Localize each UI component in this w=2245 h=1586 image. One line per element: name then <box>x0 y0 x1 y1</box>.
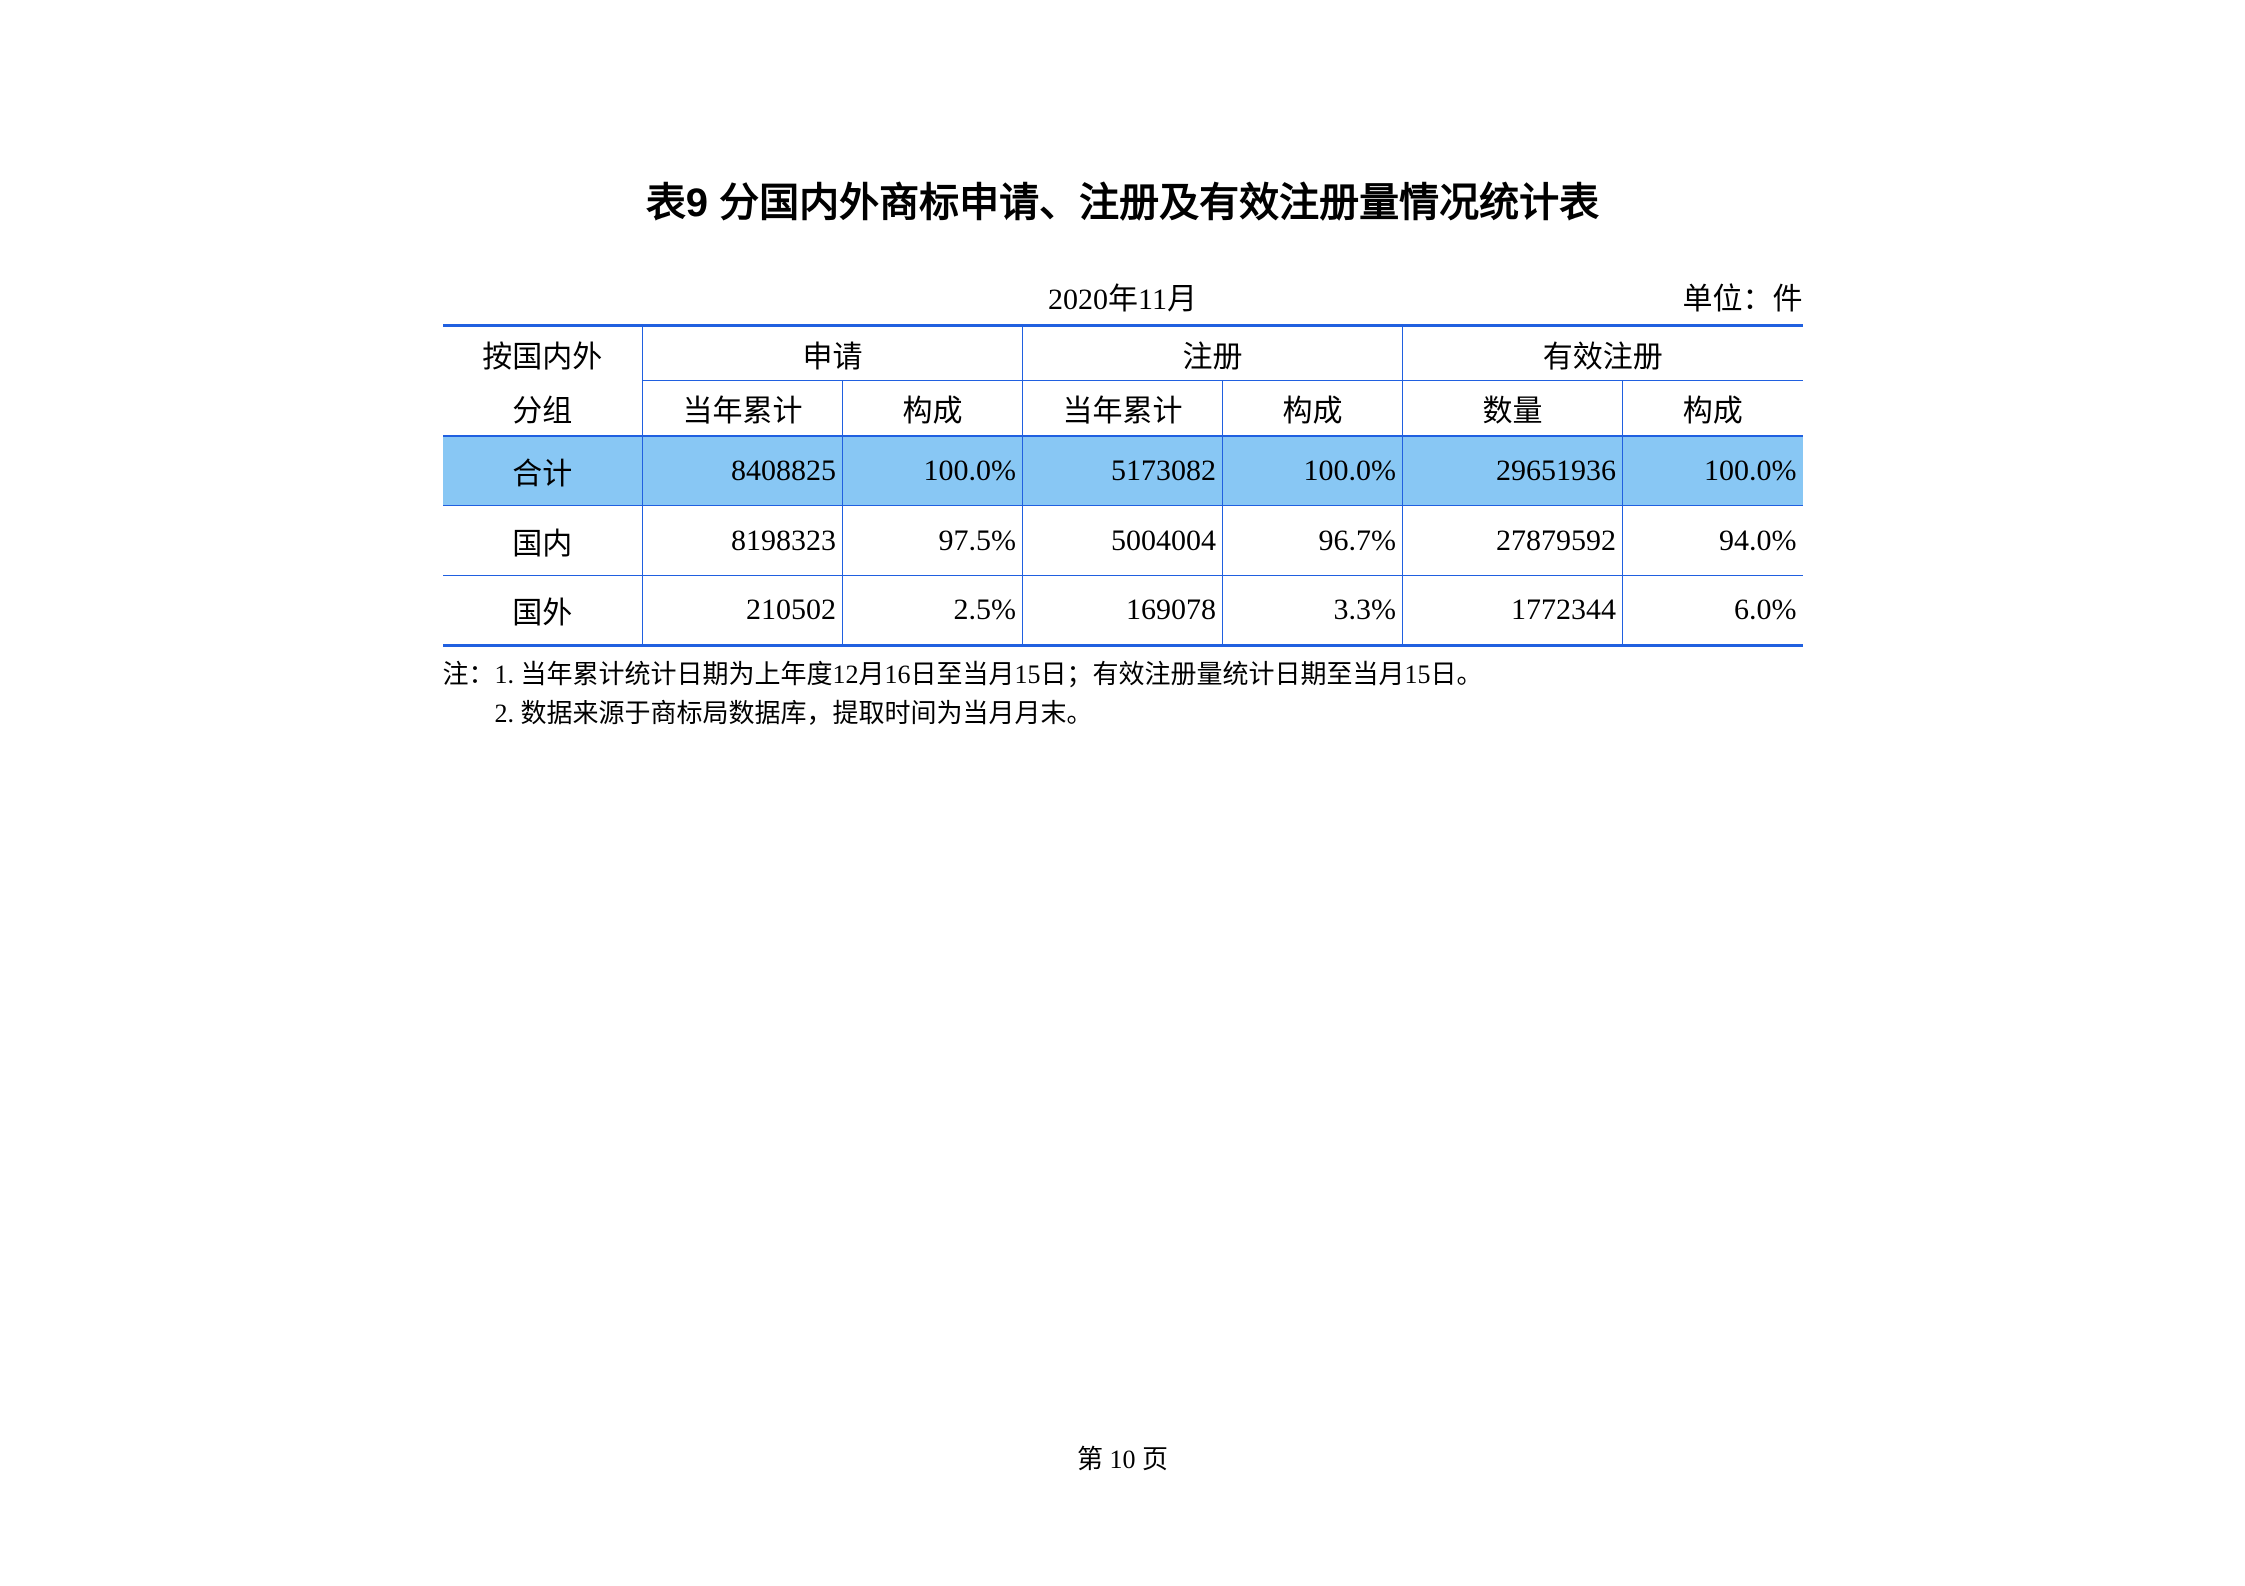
row-group-header-bottom: 分组 <box>443 381 643 436</box>
note-text: 1. 当年累计统计日期为上年度12月16日至当月15日；有效注册量统计日期至当月… <box>495 655 1483 694</box>
row-label: 国内 <box>443 506 643 576</box>
sub-header: 构成 <box>1623 381 1803 436</box>
date-label: 2020年11月 <box>1048 274 1197 318</box>
cell: 2.5% <box>843 576 1023 646</box>
sub-header: 构成 <box>1223 381 1403 436</box>
note-indent <box>443 694 495 733</box>
cell: 96.7% <box>1223 506 1403 576</box>
page-container: 表9 分国内外商标申请、注册及有效注册量情况统计表 2020年11月 单位：件 … <box>443 170 1803 733</box>
page-title: 表9 分国内外商标申请、注册及有效注册量情况统计表 <box>443 170 1803 228</box>
cell: 5004004 <box>1023 506 1223 576</box>
cell: 6.0% <box>1623 576 1803 646</box>
cell: 3.3% <box>1223 576 1403 646</box>
cell: 169078 <box>1023 576 1223 646</box>
cell: 100.0% <box>1623 436 1803 506</box>
col-group-valid: 有效注册 <box>1403 326 1803 381</box>
sub-header: 当年累计 <box>1023 381 1223 436</box>
notes-block: 注： 1. 当年累计统计日期为上年度12月16日至当月15日；有效注册量统计日期… <box>443 655 1803 733</box>
sub-header: 当年累计 <box>643 381 843 436</box>
unit-label: 单位：件 <box>1683 274 1803 318</box>
cell: 100.0% <box>843 436 1023 506</box>
cell: 100.0% <box>1223 436 1403 506</box>
cell: 5173082 <box>1023 436 1223 506</box>
cell: 8408825 <box>643 436 843 506</box>
cell: 94.0% <box>1623 506 1803 576</box>
cell: 8198323 <box>643 506 843 576</box>
cell: 29651936 <box>1403 436 1623 506</box>
sub-header: 数量 <box>1403 381 1623 436</box>
table-row-total: 合计 8408825 100.0% 5173082 100.0% 2965193… <box>443 436 1803 506</box>
cell: 97.5% <box>843 506 1023 576</box>
page-footer: 第 10 页 <box>1077 1439 1168 1476</box>
row-label: 合计 <box>443 436 643 506</box>
row-label: 国外 <box>443 576 643 646</box>
subtitle-row: 2020年11月 单位：件 <box>443 278 1803 318</box>
cell: 210502 <box>643 576 843 646</box>
table-header-row-1: 按国内外 申请 注册 有效注册 <box>443 326 1803 381</box>
note-line: 注： 1. 当年累计统计日期为上年度12月16日至当月15日；有效注册量统计日期… <box>443 655 1803 694</box>
table-row-foreign: 国外 210502 2.5% 169078 3.3% 1772344 6.0% <box>443 576 1803 646</box>
cell: 27879592 <box>1403 506 1623 576</box>
sub-header: 构成 <box>843 381 1023 436</box>
note-prefix: 注： <box>443 655 495 694</box>
note-line: 2. 数据来源于商标局数据库，提取时间为当月月末。 <box>443 694 1803 733</box>
cell: 1772344 <box>1403 576 1623 646</box>
col-group-registration: 注册 <box>1023 326 1403 381</box>
stats-table: 按国内外 申请 注册 有效注册 分组 当年累计 构成 当年累计 构成 数量 构成… <box>443 324 1803 647</box>
row-group-header-top: 按国内外 <box>443 326 643 381</box>
table-row-domestic: 国内 8198323 97.5% 5004004 96.7% 27879592 … <box>443 506 1803 576</box>
col-group-application: 申请 <box>643 326 1023 381</box>
note-text: 2. 数据来源于商标局数据库，提取时间为当月月末。 <box>495 694 1093 733</box>
table-header-row-2: 分组 当年累计 构成 当年累计 构成 数量 构成 <box>443 381 1803 436</box>
